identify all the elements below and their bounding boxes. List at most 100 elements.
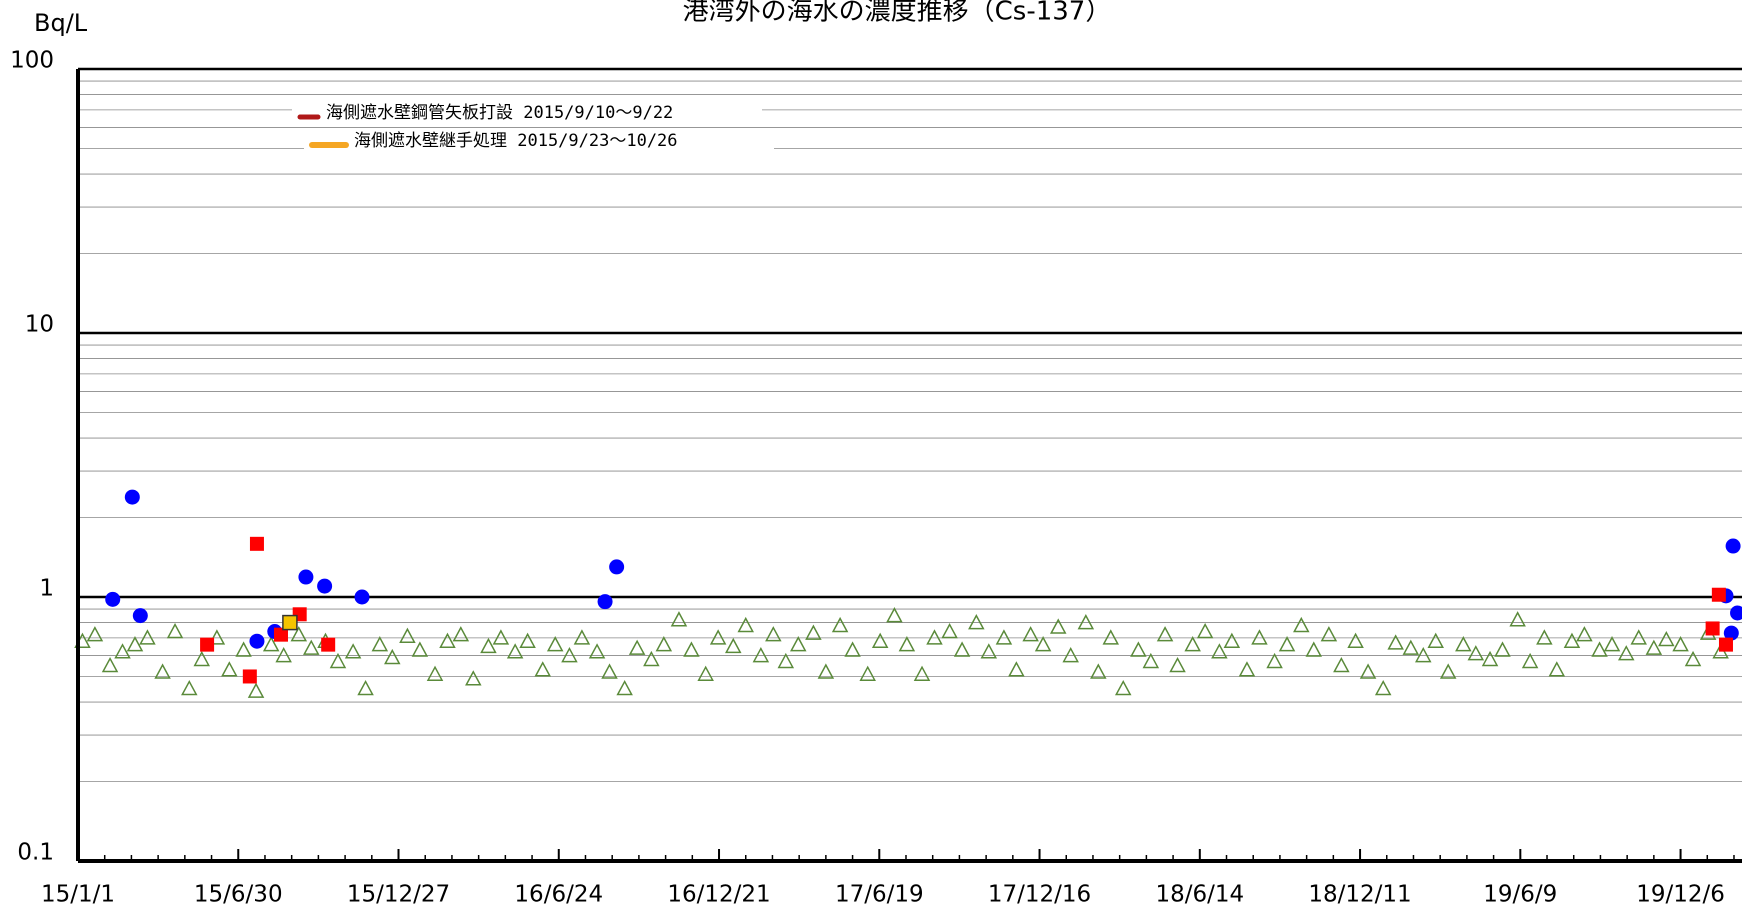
circle-point [105, 591, 121, 607]
triangle-point [1658, 630, 1675, 647]
triangle-point [561, 646, 578, 663]
triangle-point [1049, 618, 1067, 634]
triangle-point [790, 636, 807, 652]
triangle-point [898, 636, 916, 652]
circle-point [354, 589, 370, 605]
triangle-point [1102, 629, 1120, 645]
triangle-point [452, 626, 470, 642]
triangle-point [1196, 622, 1214, 639]
x-tick-label: 19/12/6 [1636, 882, 1725, 905]
triangle-point [1293, 616, 1310, 633]
triangle-point [1374, 679, 1392, 696]
triangle-point [1359, 663, 1377, 679]
triangle-point [1320, 626, 1338, 642]
triangle-point [643, 650, 660, 667]
triangle-point [1278, 636, 1296, 652]
triangle-point [1266, 652, 1283, 669]
x-tick-label: 16/12/21 [667, 882, 770, 905]
x-tick-label: 15/6/30 [194, 882, 283, 905]
triangle-point [725, 637, 742, 654]
triangle-point [1402, 639, 1420, 655]
triangle-point [303, 639, 320, 655]
triangle-point [193, 650, 211, 667]
triangle-point [1684, 650, 1702, 667]
triangle-point [817, 663, 835, 679]
triangle-point [546, 636, 564, 652]
square-point [249, 536, 264, 551]
triangle-point [1591, 641, 1608, 657]
triangle-point [1645, 639, 1663, 655]
triangle-point [953, 641, 971, 657]
triangle-point [262, 636, 280, 652]
triangle-point [519, 632, 536, 648]
triangle-point [737, 616, 754, 633]
triangle-point [926, 629, 943, 645]
circle-point [1723, 625, 1739, 641]
triangle-point [831, 616, 849, 633]
triangle-point [1494, 641, 1511, 657]
x-tick-label: 15/1/1 [41, 882, 115, 905]
triangle-point [765, 626, 782, 642]
triangle-point [357, 679, 374, 696]
circle-point [298, 569, 314, 585]
triangle-point [290, 626, 308, 642]
triangle-point [995, 629, 1013, 645]
triangle-point [1630, 629, 1647, 645]
x-tick-label: 16/6/24 [514, 882, 603, 905]
triangle-point [1130, 641, 1147, 657]
triangle-point [1077, 614, 1095, 630]
triangle-point [1062, 646, 1079, 663]
square-point [200, 637, 215, 652]
triangle-point [154, 663, 171, 679]
circle-point [249, 633, 265, 649]
triangle-point [235, 641, 252, 657]
triangle-point [1169, 656, 1186, 673]
triangle-point [166, 622, 184, 639]
triangle-point [777, 652, 795, 669]
legend: 海側遮水壁鋼管矢板打設 2015/9/10～9/22 海側遮水壁継手処理 2015… [292, 100, 774, 154]
triangle-point [670, 611, 688, 627]
triangle-point [426, 665, 444, 681]
square-point [321, 637, 336, 652]
triangle-point [1211, 643, 1228, 659]
triangle-point [1427, 632, 1444, 648]
square-point [1711, 587, 1726, 602]
triangle-point [683, 641, 700, 657]
triangle-point [588, 643, 606, 659]
triangle-point [1548, 661, 1566, 677]
x-tick-label: 17/12/16 [988, 882, 1091, 905]
triangle-point [1008, 661, 1025, 677]
triangle-point [247, 682, 265, 698]
triangle-point [871, 632, 889, 648]
legend-bg [292, 100, 762, 126]
triangle-point [1455, 636, 1472, 652]
triangle-point [1034, 636, 1052, 652]
triangle-point [805, 624, 822, 640]
triangle-point [208, 629, 226, 645]
triangle-point [655, 636, 673, 652]
triangle-point [492, 629, 510, 645]
triangle-point [480, 637, 497, 654]
triangle-point [1022, 626, 1039, 642]
triangle-point [411, 641, 429, 657]
triangle-point [1481, 650, 1499, 667]
triangle-point [752, 646, 770, 663]
triangle-point [980, 643, 998, 659]
triangle-point [1521, 652, 1539, 669]
triangle-point [465, 670, 482, 686]
triangle-point [859, 665, 876, 681]
triangle-point [384, 648, 401, 665]
y-tick-label: 10 [25, 312, 54, 338]
triangle-point [399, 627, 416, 644]
triangle-point [439, 632, 456, 648]
triangle-point [101, 656, 119, 673]
triangle-point [1415, 646, 1432, 663]
legend-bg [304, 128, 774, 154]
triangle-point [1387, 634, 1404, 650]
triangle-point [709, 629, 727, 645]
circle-point [1725, 538, 1741, 554]
x-tick-label: 18/6/14 [1155, 882, 1244, 905]
square-point [1705, 621, 1720, 636]
triangle-point [1305, 641, 1323, 657]
triangle-point [573, 629, 591, 645]
